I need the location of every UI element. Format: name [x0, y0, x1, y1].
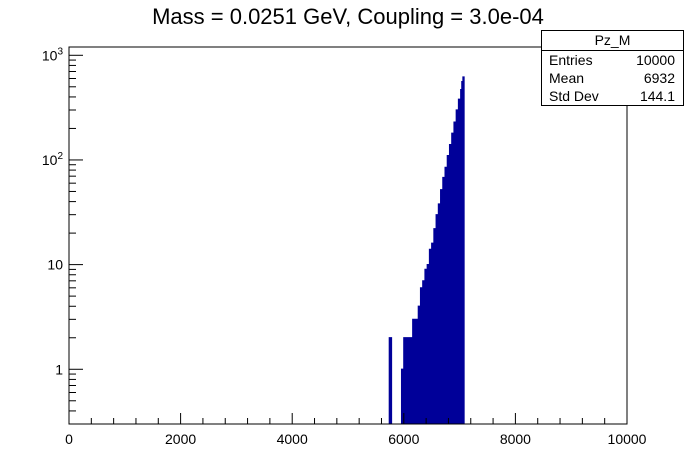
y-tick-base: 10: [42, 152, 58, 168]
stats-key: Std Dev: [549, 88, 599, 104]
y-tick-label: 1: [55, 361, 63, 377]
plot-frame: [68, 46, 628, 425]
x-tick-label: 2000: [165, 431, 196, 447]
stats-row-std-dev: Std Dev 144.1: [542, 87, 683, 105]
x-tick-label: 8000: [500, 431, 531, 447]
stats-box-title: Pz_M: [542, 31, 683, 51]
stats-value: 10000: [636, 52, 675, 68]
stats-key: Entries: [549, 52, 593, 68]
stats-value: 144.1: [639, 88, 675, 104]
y-tick-base: 10: [42, 47, 58, 63]
stats-box: Pz_M Entries 10000 Mean 6932 Std Dev 144…: [541, 30, 684, 106]
histogram-bars: [388, 76, 465, 425]
stats-value: 6932: [643, 70, 675, 86]
chart-title: Mass = 0.0251 GeV, Coupling = 3.0e-04: [152, 4, 544, 29]
y-tick-exponent: 2: [57, 151, 63, 162]
y-tick-exponent: 3: [57, 46, 63, 57]
y-tick-label: 103: [42, 46, 64, 63]
x-tick-label: 10000: [608, 431, 647, 447]
stats-key: Mean: [549, 70, 585, 86]
y-tick-label: 102: [42, 151, 64, 168]
stats-row-mean: Mean 6932: [542, 69, 683, 87]
x-tick-label: 6000: [388, 431, 419, 447]
y-tick-label: 10: [47, 257, 63, 273]
histogram-outline: [388, 76, 465, 424]
stats-row-entries: Entries 10000: [542, 51, 683, 69]
x-tick-label: 4000: [277, 431, 308, 447]
x-tick-label: 0: [65, 431, 73, 447]
